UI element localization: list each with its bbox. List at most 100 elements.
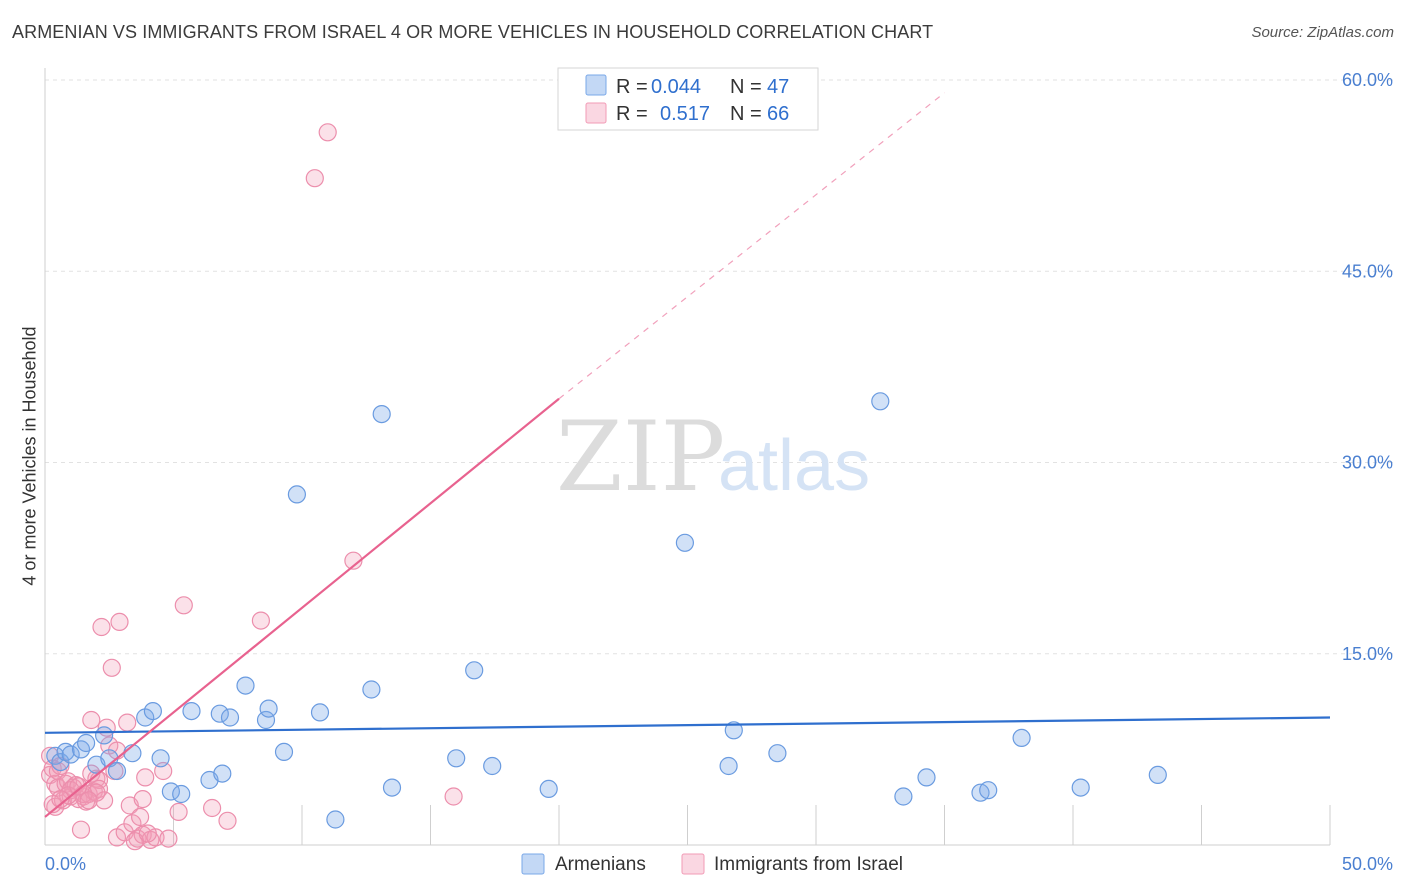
israel-point [444,787,463,806]
armenians-point [51,752,70,772]
legend-n-value: 66 [767,103,789,125]
legend-n-label: N = [730,76,762,98]
chart-title: ARMENIAN VS IMMIGRANTS FROM ISRAEL 4 OR … [12,22,934,42]
bottom-legend-israel: Immigrants from Israel [714,854,903,875]
armenians-point [56,742,75,762]
armenians-point [719,756,738,776]
armenians-point [917,768,936,787]
israel-point [69,777,88,796]
armenians-point [61,745,80,764]
armenians-point [151,749,170,768]
armenians-point [724,721,743,740]
bottom-legend-swatch-armenians [521,853,545,875]
legend-swatch-israel [585,102,607,124]
armenians-trend-line [44,716,1331,734]
bottom-legend-swatch-israel [681,853,705,875]
armenians-point [465,661,484,680]
armenians-point [143,701,162,721]
israel-point [79,791,98,810]
armenians-point [894,787,913,806]
armenians-point [871,392,890,411]
israel-point [169,802,188,822]
armenians-point [287,485,306,504]
trend-lines [44,92,1331,818]
x-tick-label: 0.0% [45,854,86,874]
gridlines [45,79,1395,655]
watermark-zip: ZIP [556,401,725,513]
legend-n-value: 47 [767,76,789,98]
axes [44,68,1331,846]
armenians-point [236,676,255,695]
armenians-point [1012,728,1031,748]
israel-point [133,789,152,809]
israel-point [92,617,111,637]
israel-point [136,768,155,787]
armenians-point [213,764,232,783]
israel-point [87,783,106,802]
legend-n-label: N = [730,103,762,125]
y-tick-label: 30.0% [1342,453,1393,473]
israel-point [79,784,98,804]
israel-trend-line [44,397,560,818]
armenians-point [76,733,96,753]
israel-point [102,658,121,677]
legend-swatch-armenians [585,74,607,96]
armenians-point [172,784,191,804]
legend-r-value: 0.044 [651,76,701,98]
data-points [40,123,1167,851]
israel-point [110,612,129,632]
israel-point [344,551,363,570]
israel-point [51,756,70,776]
source-credit: Source: ZipAtlas.com [1251,24,1394,41]
armenians-point [362,680,381,699]
armenians-point [447,749,466,768]
armenians-point [1071,778,1090,797]
israel-point [71,820,91,839]
armenians-point [107,761,127,781]
x-tick-labels: 0.0% 50.0% [45,854,1393,874]
israel-point [51,789,70,809]
correlation-legend: R = 0.044 N = 47 R = 0.517 N = 66 [557,67,819,131]
israel-point [131,807,150,827]
y-tick-labels: 15.0% 30.0% 45.0% 60.0% [1342,70,1393,664]
israel-point [82,710,101,730]
israel-point [174,596,193,615]
armenians-point [310,703,330,722]
israel-point [138,824,157,843]
legend-r-label: R = [616,103,648,125]
israel-point [94,791,114,810]
israel-trend-extension [558,92,945,400]
legend-r-value: 0.517 [660,103,710,125]
watermark-atlas: atlas [718,426,870,506]
israel-point [305,169,324,188]
israel-point [251,611,270,630]
israel-point [318,123,337,142]
armenians-point [220,708,240,727]
series-legend: Armenians Immigrants from Israel [521,853,903,875]
armenians-point [1148,765,1167,785]
y-tick-label: 45.0% [1342,261,1393,281]
armenians-point [768,744,787,763]
armenians-point [210,704,229,723]
armenians-point [675,533,695,552]
armenians-point [372,405,391,424]
armenians-point [94,726,114,745]
y-tick-label: 60.0% [1342,70,1393,90]
israel-point [218,811,237,830]
legend-r-label: R = [616,76,648,98]
y-tick-label: 15.0% [1342,644,1393,664]
armenians-point [259,699,278,718]
israel-point [118,713,137,732]
armenians-point [382,778,402,797]
armenians-point [326,810,345,829]
israel-point [159,829,178,848]
israel-point [203,798,222,818]
x-tick-label: 50.0% [1342,854,1393,874]
armenians-point [979,781,998,800]
armenians-point [539,779,558,799]
armenians-point [182,701,201,721]
armenians-point [274,742,294,762]
armenians-point [256,710,276,730]
bottom-legend-armenians: Armenians [555,854,646,875]
